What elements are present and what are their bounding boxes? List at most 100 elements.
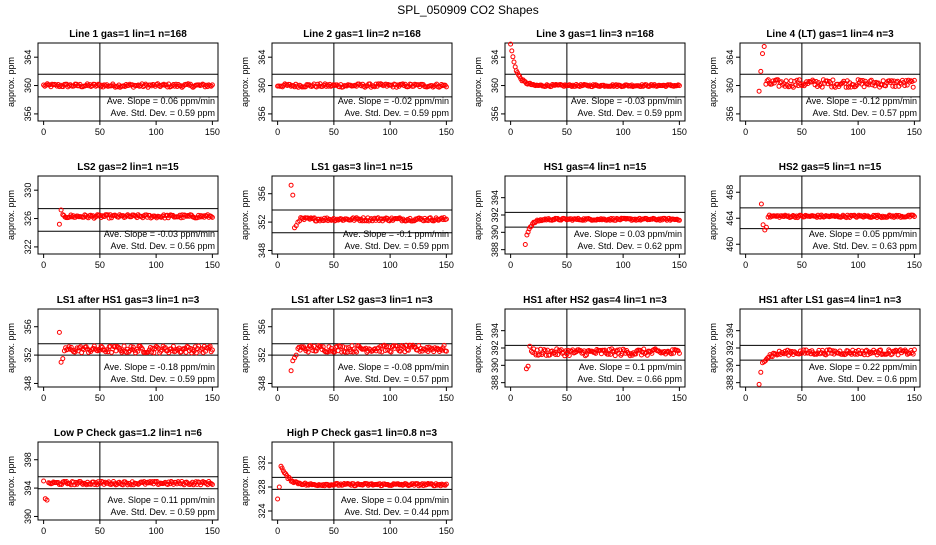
data-point bbox=[605, 351, 611, 357]
data-point bbox=[658, 216, 664, 222]
y-tick-label: 360 bbox=[23, 78, 33, 93]
data-point bbox=[56, 221, 62, 227]
data-point bbox=[763, 224, 769, 230]
panel-title: HS1 after HS2 gas=4 lin=1 n=3 bbox=[523, 295, 667, 306]
data-point bbox=[534, 217, 540, 223]
data-point bbox=[590, 82, 596, 88]
data-point bbox=[758, 201, 764, 207]
y-axis-label: approx. ppm bbox=[473, 190, 483, 240]
data-point bbox=[117, 345, 122, 351]
data-point bbox=[348, 349, 354, 355]
data-point bbox=[177, 212, 183, 218]
x-tick-label: 100 bbox=[383, 127, 398, 137]
data-point bbox=[796, 213, 802, 219]
data-point bbox=[628, 83, 634, 89]
data-point bbox=[760, 51, 765, 57]
x-tick-label: 50 bbox=[329, 260, 339, 270]
x-tick-label: 100 bbox=[149, 526, 164, 536]
x-tick-label: 150 bbox=[205, 127, 220, 137]
y-tick-label: 390 bbox=[490, 358, 500, 373]
data-point bbox=[288, 182, 294, 188]
y-tick-label: 326 bbox=[23, 211, 33, 226]
data-point bbox=[154, 344, 160, 350]
y-tick-label: 388 bbox=[725, 375, 735, 390]
data-point bbox=[758, 68, 764, 74]
data-point bbox=[862, 78, 868, 84]
data-point bbox=[354, 349, 360, 355]
y-tick-label: 324 bbox=[257, 503, 267, 518]
data-point bbox=[416, 483, 422, 489]
data-point bbox=[911, 77, 917, 83]
panel-9: LS1 after HS1 gas=3 lin=1 n=3 0 50 100 150 34… bbox=[6, 295, 220, 403]
y-tick-label: 364 bbox=[257, 50, 267, 65]
y-axis-label: approx. ppm bbox=[6, 57, 16, 107]
slope-annotation: Ave. Slope = -0.12 ppm/min bbox=[806, 96, 917, 106]
y-tick-label: 360 bbox=[257, 78, 267, 93]
x-tick-label: 150 bbox=[439, 127, 454, 137]
plot-frame bbox=[739, 42, 921, 122]
x-tick-label: 0 bbox=[41, 393, 46, 403]
data-point bbox=[208, 83, 214, 89]
data-point bbox=[865, 81, 871, 87]
data-point bbox=[602, 347, 608, 353]
slope-annotation: Ave. Slope = -0.03 ppm/min bbox=[104, 229, 215, 239]
x-tick-label: 50 bbox=[95, 127, 105, 137]
y-axis-label: approx. ppm bbox=[708, 190, 718, 240]
data-point bbox=[322, 81, 328, 87]
data-point bbox=[598, 216, 604, 222]
data-point bbox=[576, 347, 581, 353]
data-point bbox=[320, 344, 326, 350]
data-point bbox=[401, 482, 407, 488]
x-tick-label: 100 bbox=[616, 127, 631, 137]
y-tick-label: 356 bbox=[490, 106, 500, 121]
data-point bbox=[443, 481, 449, 487]
data-point bbox=[839, 214, 845, 220]
data-point bbox=[508, 41, 514, 47]
data-point bbox=[816, 80, 822, 86]
panel-1: Line 1 gas=1 lin=1 n=168 0 50 100 150 356 360 3… bbox=[6, 29, 220, 137]
std-dev-annotation: Ave. Std. Dev. = 0.57 ppm bbox=[813, 108, 917, 118]
std-dev-annotation: Ave. Std. Dev. = 0.59 ppm bbox=[345, 241, 449, 251]
slope-annotation: Ave. Slope = 0.06 ppm/min bbox=[107, 96, 215, 106]
plot-frame bbox=[37, 175, 219, 255]
x-tick-label: 0 bbox=[743, 127, 748, 137]
data-point bbox=[785, 347, 790, 353]
data-point bbox=[509, 48, 515, 54]
data-point bbox=[161, 81, 167, 87]
data-point bbox=[829, 350, 835, 356]
data-point bbox=[773, 351, 779, 357]
data-point bbox=[511, 59, 517, 65]
panel-title: Line 2 gas=1 lin=2 n=168 bbox=[303, 29, 421, 40]
y-axis-label: approx. ppm bbox=[708, 57, 718, 107]
data-point bbox=[538, 217, 544, 223]
y-tick-label: 394 bbox=[490, 190, 500, 205]
y-tick-label: 392 bbox=[490, 207, 500, 222]
x-tick-label: 100 bbox=[149, 393, 164, 403]
x-tick-label: 100 bbox=[383, 526, 398, 536]
slope-annotation: Ave. Slope = -0.1 ppm/min bbox=[343, 229, 449, 239]
data-point bbox=[676, 83, 682, 89]
std-dev-annotation: Ave. Std. Dev. = 0.63 ppm bbox=[813, 241, 917, 251]
x-tick-label: 0 bbox=[275, 127, 280, 137]
y-tick-label: 388 bbox=[490, 375, 500, 390]
std-dev-annotation: Ave. Std. Dev. = 0.44 ppm bbox=[345, 507, 449, 517]
data-point bbox=[843, 84, 849, 90]
data-point bbox=[293, 352, 299, 358]
data-point bbox=[566, 353, 572, 358]
y-tick-label: 388 bbox=[490, 242, 500, 257]
data-point bbox=[397, 348, 403, 354]
data-point bbox=[56, 329, 62, 335]
data-point bbox=[276, 484, 282, 490]
data-point bbox=[802, 81, 808, 87]
y-tick-label: 392 bbox=[490, 340, 500, 355]
data-point bbox=[861, 84, 867, 90]
std-dev-annotation: Ave. Std. Dev. = 0.56 ppm bbox=[111, 241, 215, 251]
y-tick-label: 356 bbox=[725, 106, 735, 121]
data-point bbox=[890, 83, 896, 89]
data-point bbox=[819, 347, 825, 353]
data-point bbox=[59, 482, 65, 487]
data-point bbox=[352, 216, 358, 222]
data-point bbox=[60, 356, 66, 362]
panel-title: Line 1 gas=1 lin=1 n=168 bbox=[69, 29, 187, 40]
y-tick-label: 394 bbox=[490, 323, 500, 338]
